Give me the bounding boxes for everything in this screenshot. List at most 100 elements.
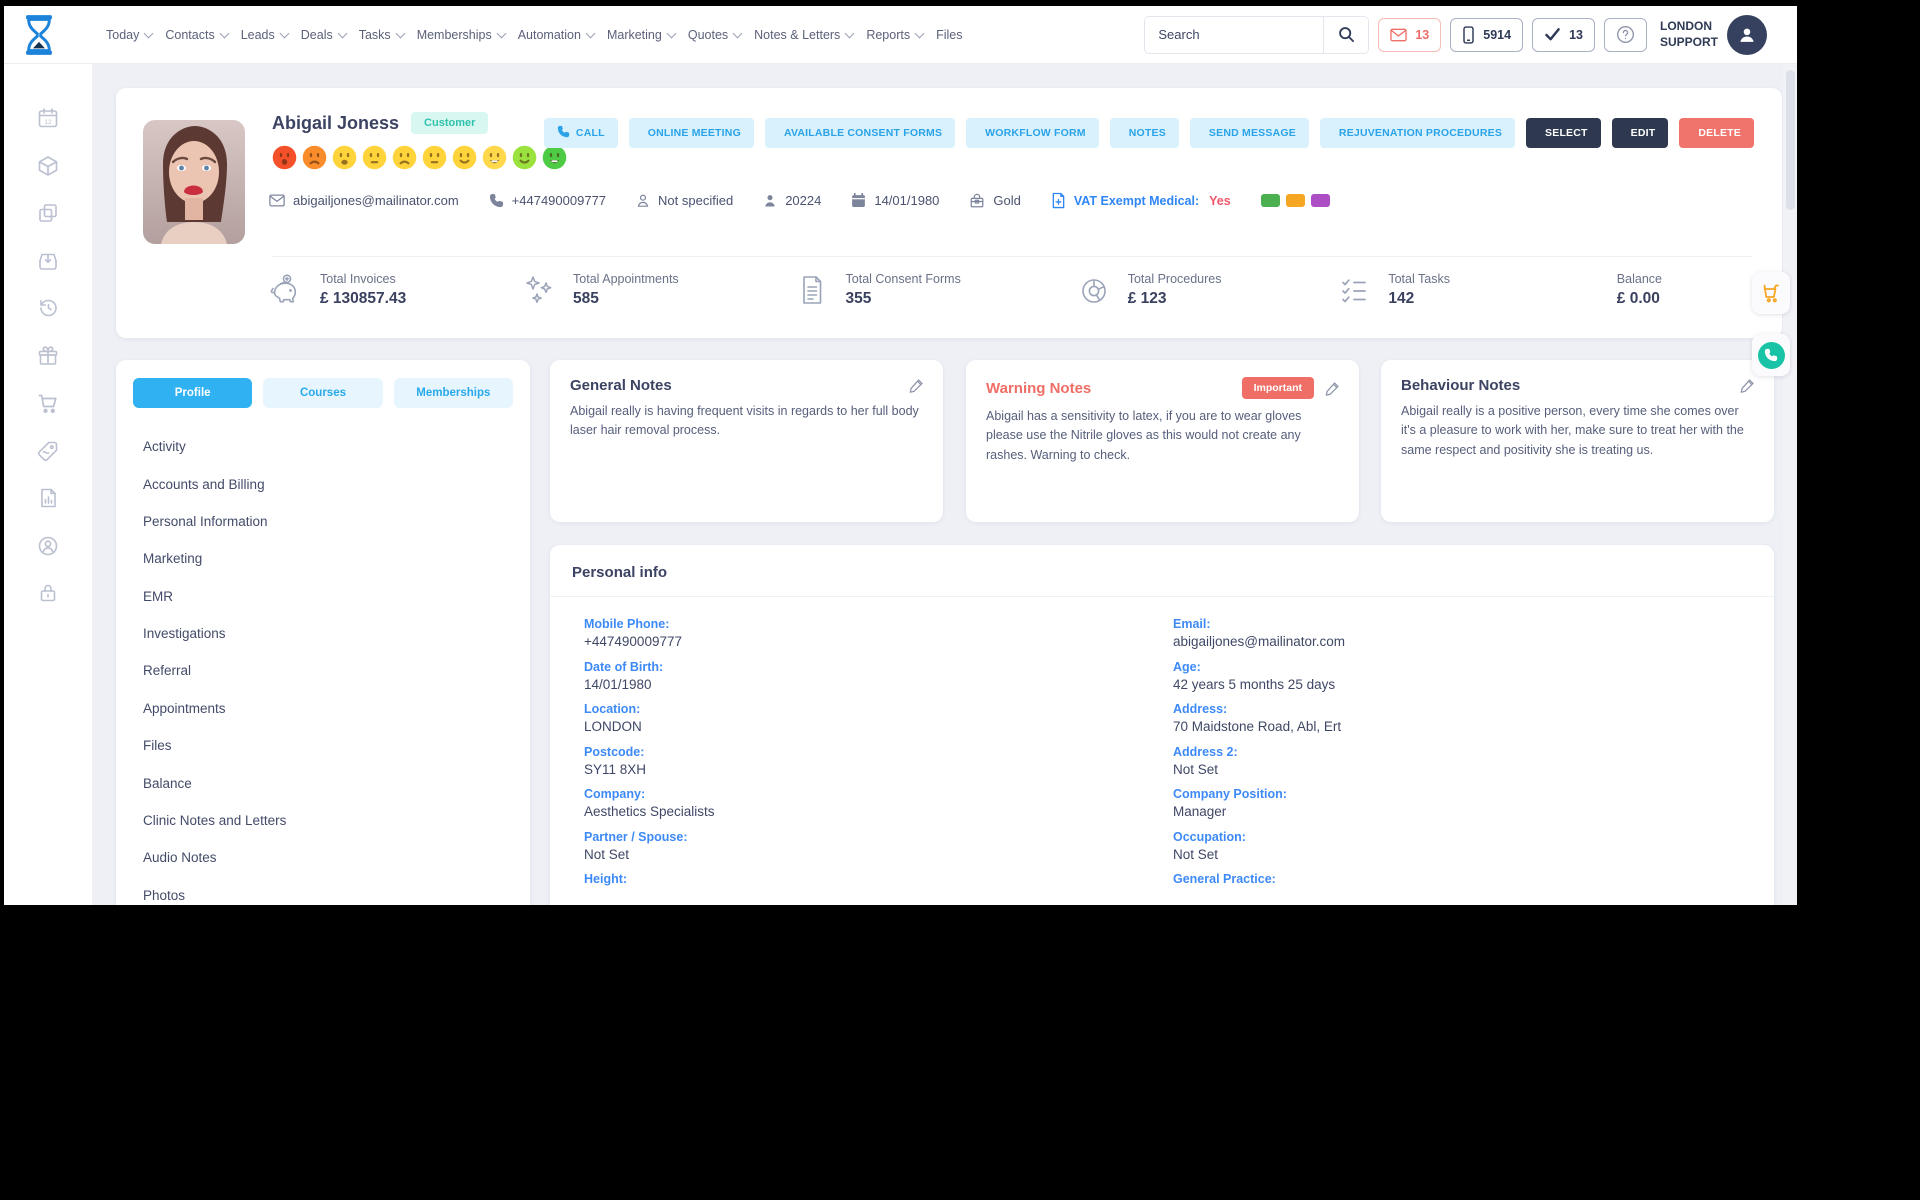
note-title: Warning Notes (986, 379, 1092, 397)
field-label: Company: (584, 787, 646, 801)
profile-menu-item[interactable]: Clinic Notes and Letters (143, 812, 287, 828)
copy-icon[interactable] (36, 201, 60, 225)
mood-face-icon[interactable] (512, 145, 537, 170)
action-button[interactable]: NOTES (1109, 118, 1179, 148)
edit-pencil-icon[interactable] (908, 377, 925, 394)
nav-item[interactable]: Reports (866, 27, 925, 42)
person-filled-icon (765, 195, 775, 207)
medical-file-icon (1052, 192, 1065, 209)
profile-menu-item[interactable]: Appointments (143, 700, 226, 716)
calendar-icon[interactable]: 12 (36, 106, 60, 130)
chart-document-icon[interactable] (36, 486, 60, 510)
side-panel-tab[interactable]: Profile (133, 378, 253, 408)
mood-face-icon[interactable] (302, 145, 327, 170)
mood-face-icon[interactable] (332, 145, 357, 170)
button-label: REJUVENATION PROCEDURES (1338, 127, 1503, 139)
nav-item[interactable]: Leads (240, 27, 290, 42)
nav-item[interactable]: Memberships (417, 28, 507, 42)
personal-info-field: Partner / Spouse: Not Set (584, 830, 1144, 863)
action-button[interactable]: EDIT (1611, 118, 1669, 148)
tier-chip: Gold (969, 193, 1021, 209)
nav-item-label: Reports (866, 27, 911, 42)
scrollbar-track[interactable] (1783, 64, 1797, 905)
color-tag[interactable] (1285, 194, 1305, 207)
color-tag[interactable] (1310, 194, 1330, 207)
inbox-tray-icon[interactable] (36, 249, 60, 273)
edit-pencil-icon[interactable] (1739, 377, 1756, 394)
action-button[interactable]: AVAILABLE CONSENT FORMS (764, 118, 956, 148)
nav-item[interactable]: Notes & Letters (754, 28, 855, 42)
email-chip[interactable]: abigailjones@mailinator.com (269, 193, 459, 208)
account-sync-icon[interactable] (36, 534, 60, 558)
action-button[interactable]: REJUVENATION PROCEDURES (1319, 118, 1516, 148)
nav-item[interactable]: Marketing (607, 28, 677, 42)
profile-menu-item[interactable]: Balance (143, 775, 192, 791)
nav-item[interactable]: Files (936, 28, 962, 42)
customer-photo[interactable] (143, 120, 245, 244)
nav-item[interactable]: Tasks (359, 28, 406, 42)
action-button[interactable]: ONLINE MEETING (628, 118, 754, 148)
profile-menu-item[interactable]: Files (143, 738, 172, 754)
mood-face-icon[interactable] (272, 145, 297, 170)
action-button[interactable]: WORKFLOW FORM (966, 118, 1099, 148)
search-icon[interactable] (1323, 16, 1369, 53)
nav-item-label: Quotes (687, 27, 729, 42)
nav-item[interactable]: Today (106, 28, 154, 42)
profile-menu-item[interactable]: Investigations (143, 626, 226, 642)
scrollbar-thumb[interactable] (1786, 70, 1795, 210)
profile-menu-item[interactable]: Personal Information (143, 513, 268, 529)
action-button[interactable]: SEND MESSAGE (1189, 118, 1309, 148)
mood-face-icon[interactable] (362, 145, 387, 170)
top-bar: Today Contacts Leads Deals (4, 6, 1797, 64)
action-button[interactable]: CALL (543, 118, 618, 148)
action-button[interactable]: SELECT (1526, 118, 1601, 148)
mood-face-icon[interactable] (482, 145, 507, 170)
nav-item[interactable]: Deals (301, 28, 348, 42)
package-icon[interactable] (36, 154, 60, 178)
vat-exempt-chip[interactable]: VAT Exempt Medical: Yes (1051, 192, 1231, 209)
lock-icon[interactable] (36, 581, 60, 605)
side-panel-tab[interactable]: Courses (263, 378, 383, 408)
profile-menu-item[interactable]: Accounts and Billing (143, 476, 265, 492)
color-tag[interactable] (1260, 194, 1280, 207)
mood-face-icon[interactable] (392, 145, 417, 170)
field-value: LONDON (584, 719, 642, 734)
nav-item[interactable]: Automation (518, 28, 596, 42)
mood-face-icon[interactable] (452, 145, 477, 170)
mood-face-icon[interactable] (542, 145, 567, 170)
note-text: Abigail really is having frequent visits… (570, 404, 919, 438)
tasks-notifications-button[interactable]: 13 (1532, 17, 1595, 52)
mail-notifications-button[interactable]: 13 (1378, 17, 1442, 52)
profile-menu-item[interactable]: Activity (143, 439, 186, 455)
phone-chip[interactable]: +447490009777 (489, 193, 606, 208)
mood-face-icon[interactable] (422, 145, 447, 170)
profile-menu-item[interactable]: Audio Notes (143, 850, 217, 866)
floating-cart-button[interactable] (1752, 272, 1790, 314)
nav-item-label: Leads (240, 27, 275, 42)
nav-item[interactable]: Contacts (165, 28, 230, 42)
price-tag-icon[interactable] (36, 439, 60, 463)
app-logo-hourglass-icon[interactable] (18, 12, 60, 58)
user-avatar[interactable] (1727, 14, 1767, 55)
shopping-cart-icon[interactable] (36, 391, 60, 415)
personal-info-field: General Practice: (1173, 872, 1733, 905)
field-label: Company Position: (1173, 787, 1287, 801)
edit-pencil-icon[interactable] (1324, 380, 1341, 397)
profile-menu-item[interactable]: Referral (143, 663, 192, 679)
side-panel-tab[interactable]: Memberships (393, 378, 513, 408)
tab-label: Courses (299, 387, 346, 399)
button-label: AVAILABLE CONSENT FORMS (783, 127, 943, 139)
action-button[interactable]: DELETE (1679, 118, 1754, 148)
search-input[interactable] (1145, 16, 1324, 53)
floating-whatsapp-button[interactable] (1752, 334, 1790, 376)
profile-menu-item[interactable]: Photos (143, 887, 186, 903)
phone-notifications-button[interactable]: 5914 (1450, 17, 1524, 52)
nav-item[interactable]: Quotes (687, 27, 743, 42)
gift-icon[interactable] (36, 344, 60, 368)
personal-info-field: Company Position: Manager (1173, 787, 1733, 820)
field-value: Not Set (1173, 846, 1219, 862)
profile-menu-item[interactable]: EMR (143, 588, 173, 604)
history-icon[interactable] (36, 296, 60, 320)
profile-menu-item[interactable]: Marketing (143, 551, 203, 567)
help-button[interactable] (1603, 17, 1647, 52)
